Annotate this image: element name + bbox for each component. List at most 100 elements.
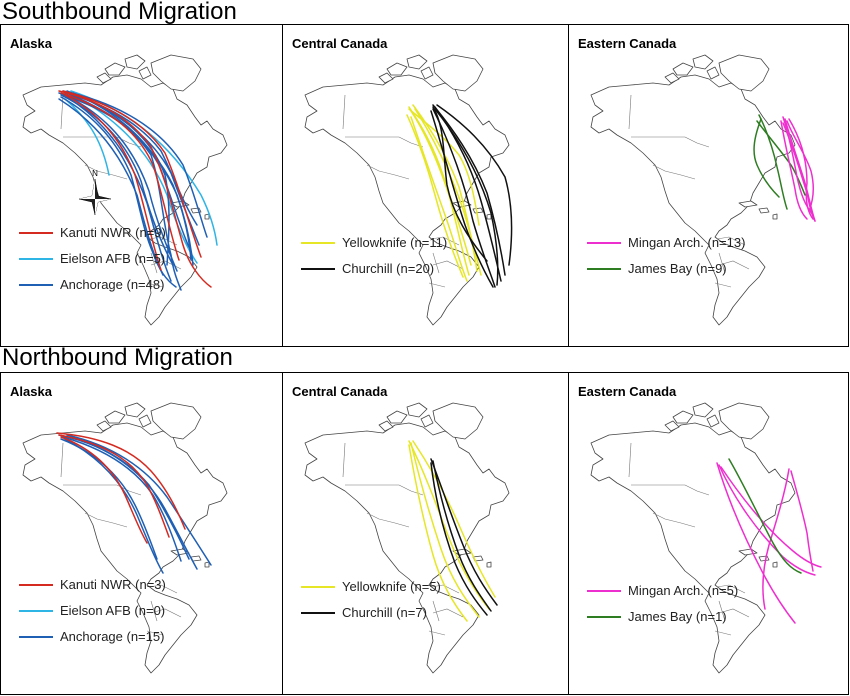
americas-basemap — [304, 54, 513, 326]
island — [406, 54, 428, 70]
country-border — [84, 512, 128, 528]
southbound-title: Southbound Migration — [2, 0, 237, 25]
northbound-title: Northbound Migration — [2, 344, 233, 371]
island — [420, 414, 434, 428]
island — [672, 62, 694, 76]
island — [664, 420, 680, 432]
country-border — [342, 94, 346, 130]
legend-label: Yellowknife (n=5) — [342, 579, 441, 594]
legend-swatch — [19, 584, 53, 586]
island — [124, 402, 146, 418]
legend-swatch — [19, 232, 53, 234]
legend-label: Anchorage (n=48) — [60, 277, 165, 292]
island — [104, 410, 126, 424]
legend-swatch — [19, 636, 53, 638]
legend-swatch — [19, 258, 53, 260]
southbound-eastern-canada-panel: Eastern Canada Mingan Arch. (n=13) James B… — [568, 25, 849, 346]
country-border — [628, 94, 632, 130]
country-border — [430, 584, 460, 594]
americas-basemap — [304, 402, 510, 674]
panel-title: Alaska — [10, 36, 52, 51]
island — [738, 200, 758, 208]
legend-label: Eielson AFB (n=0) — [60, 603, 166, 618]
migration-track — [434, 108, 499, 286]
country-border — [718, 608, 750, 618]
legend-swatch — [19, 284, 53, 286]
legend-label: Eielson AFB (n=5) — [60, 251, 166, 266]
migration-track — [430, 462, 488, 616]
island — [706, 66, 720, 80]
migration-track — [66, 434, 212, 566]
legend-swatch — [587, 616, 621, 618]
island — [124, 54, 146, 70]
country-border — [716, 236, 746, 246]
country-border — [684, 484, 710, 496]
americas-basemap — [590, 402, 822, 674]
migration-track — [432, 104, 506, 276]
legend-swatch — [301, 612, 335, 614]
migration-track — [788, 118, 814, 220]
country-border — [684, 136, 710, 148]
legend-swatch — [301, 268, 335, 270]
country-border — [84, 164, 128, 180]
migration-track — [60, 436, 148, 544]
greenland-landmass — [432, 54, 484, 92]
panel-title: Central Canada — [292, 384, 388, 399]
country-border — [146, 282, 164, 288]
country-border — [652, 512, 696, 528]
migration-track — [408, 108, 480, 226]
migration-track — [790, 470, 814, 572]
country-border — [432, 600, 440, 622]
island — [378, 72, 394, 84]
migration-track — [406, 114, 464, 278]
country-border — [432, 608, 464, 618]
migration-track — [716, 462, 796, 624]
panel-title: Central Canada — [292, 36, 388, 51]
migration-track — [756, 120, 806, 196]
legend-label: James Bay (n=9) — [628, 261, 727, 276]
northbound-central-canada-panel: Central Canada Yellowknife (n=5) Churchill… — [282, 373, 568, 694]
island — [96, 72, 112, 84]
migration-track — [62, 90, 208, 238]
migration-track — [66, 96, 172, 282]
migration-track — [430, 110, 494, 288]
country-border — [342, 442, 346, 478]
legend-swatch — [587, 242, 621, 244]
americas-landmass — [22, 422, 228, 674]
migration-track — [780, 120, 808, 220]
migration-track — [432, 106, 488, 262]
country-border — [428, 630, 446, 636]
americas-landmass — [304, 422, 510, 674]
migration-track — [784, 118, 816, 222]
country-border — [432, 260, 464, 270]
northbound-eastern-canada-panel: Eastern Canada Mingan Arch. (n=5) James Ba… — [568, 373, 849, 694]
migration-track — [408, 440, 490, 610]
island — [758, 555, 770, 562]
legend-label: Churchill (n=20) — [342, 261, 435, 276]
migration-track — [414, 108, 482, 276]
americas-landmass — [590, 422, 796, 674]
migration-track — [62, 90, 202, 258]
island — [772, 561, 778, 568]
greenland-landmass — [718, 402, 770, 440]
island — [692, 54, 714, 70]
legend-label: James Bay (n=1) — [628, 609, 727, 624]
country-border — [366, 512, 410, 528]
americas-basemap — [22, 402, 228, 674]
americas-landmass — [590, 74, 796, 326]
country-border — [628, 442, 632, 478]
greenland-landmass — [432, 402, 484, 440]
island — [204, 561, 210, 568]
legend-swatch — [301, 242, 335, 244]
migration-track — [412, 440, 496, 598]
migration-track — [64, 98, 110, 176]
migration-track — [410, 116, 468, 282]
americas-basemap — [590, 54, 816, 326]
island — [204, 213, 210, 220]
country-border — [714, 630, 732, 636]
migration-track — [60, 92, 180, 261]
migration-track — [76, 94, 194, 266]
migration-track — [58, 90, 212, 288]
legend-label: Kanuti NWR (n=9) — [60, 225, 166, 240]
legend-label: Mingan Arch. (n=5) — [628, 583, 739, 598]
